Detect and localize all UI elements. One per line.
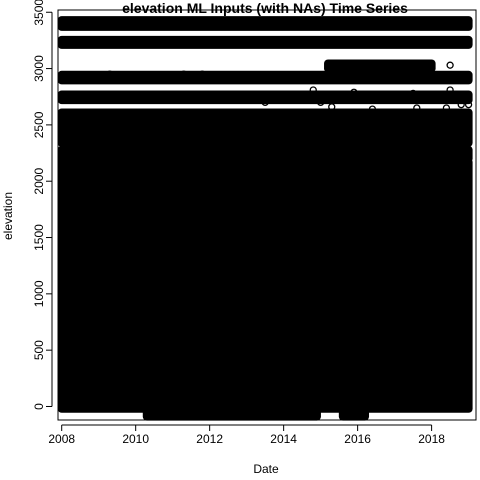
dense-band-0 [57,158,473,413]
data-point-18 [461,121,469,129]
x-tick-label-1: 2010 [122,432,149,446]
y-tick-label-3: 1500 [32,224,46,251]
x-axis: 2008 2010 2012 2014 2016 2018 [48,424,445,446]
data-point-13 [250,155,258,163]
data-point-14 [294,139,303,147]
data-point-1 [309,86,317,94]
y-tick-label-0: 0 [32,403,46,410]
data-point-9 [368,105,377,113]
dense-band-1 [142,404,321,421]
dense-band-9 [57,16,473,31]
data-point-19 [106,70,114,78]
dense-band-5 [57,90,473,105]
data-point-23 [420,130,428,138]
data-point-11 [279,94,288,102]
x-axis-label: Date [253,462,279,476]
data-point-2 [350,88,358,96]
x-tick-label-2: 2012 [196,432,223,446]
data-point-10 [413,104,421,112]
y-tick-label-4: 2000 [32,168,46,195]
x-tick-label-5: 2018 [418,432,445,446]
dense-band-6 [57,70,473,85]
data-point-15 [383,143,391,152]
x-tick-label-4: 2016 [344,432,371,446]
data-point-3 [409,89,417,98]
dense-band-3 [57,145,473,163]
x-tick-label-0: 2008 [48,432,75,446]
data-point-5 [446,86,454,94]
y-tick-label-2: 1000 [32,280,46,307]
y-tick-label-6: 3000 [32,55,46,82]
y-axis-label: elevation [1,192,15,240]
y-tick-label-5: 2500 [32,111,46,138]
data-point-17 [464,166,473,174]
data-point-8 [464,100,473,109]
data-point-16 [435,141,443,149]
data-point-22 [328,103,336,111]
y-tick-label-1: 500 [32,340,46,360]
data-point-4 [446,61,454,69]
dense-band-4 [57,108,473,147]
x-tick-label-3: 2014 [270,432,297,446]
data-point-20 [180,70,188,78]
plot-frame [57,9,477,421]
dense-point-bands [57,16,473,421]
y-tick-label-7: 3500 [32,0,46,26]
data-point-0 [261,98,269,107]
chart-title: elevation ML Inputs (with NAs) Time Seri… [122,0,408,16]
dense-band-7 [324,59,436,73]
data-point-12 [316,98,325,107]
data-point-21 [198,70,206,78]
scatter-points [106,61,473,174]
y-axis: 0 500 1000 1500 2000 2500 3000 3500 [32,0,53,410]
data-point-7 [457,100,465,109]
dense-band-8 [57,35,473,49]
data-point-6 [442,104,451,112]
dense-band-2 [338,404,370,421]
